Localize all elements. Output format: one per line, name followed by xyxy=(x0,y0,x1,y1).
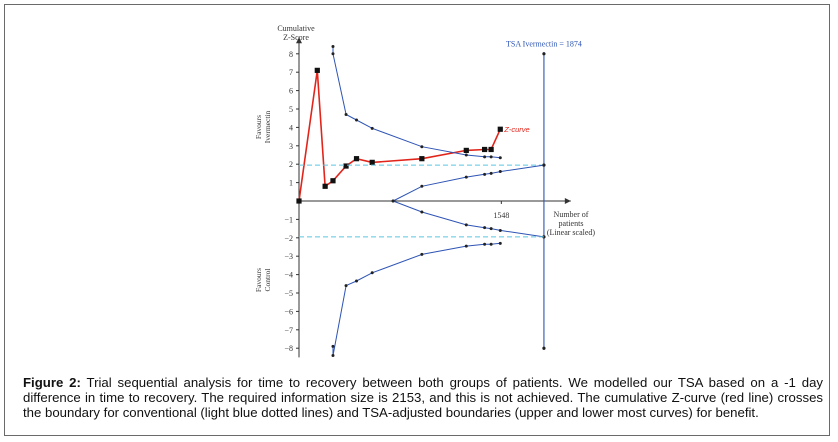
z-curve-point xyxy=(463,147,469,153)
boundary-point xyxy=(498,170,502,174)
boundary-point xyxy=(420,184,424,188)
x-axis-title-line2: patients xyxy=(559,219,584,228)
favours-ivermectin-line1: Favours xyxy=(254,115,263,139)
y-tick-label: 7 xyxy=(289,68,293,77)
z-curve-point xyxy=(343,163,349,169)
z-curve-line xyxy=(298,70,502,202)
tsa-line-point xyxy=(542,52,546,56)
tsa-boundary-line xyxy=(392,200,544,238)
y-tick-label: −8 xyxy=(284,344,293,353)
x-axis-title-line1: Number of xyxy=(554,210,589,219)
tsa-line-point xyxy=(542,346,546,350)
z-curve-point xyxy=(488,146,494,153)
z-curve-label: Z-curve xyxy=(503,125,529,134)
x-axis-arrow xyxy=(564,198,571,204)
boundary-point xyxy=(420,210,424,214)
favours-control-line1: Favours xyxy=(254,268,263,292)
x-tick: 1548 xyxy=(493,201,509,220)
boundary-point xyxy=(391,199,395,203)
boundary-point xyxy=(489,227,493,231)
boundary-point xyxy=(344,113,348,117)
boundary-point xyxy=(483,172,487,176)
y-tick-label: 5 xyxy=(289,105,293,114)
boundary-point xyxy=(464,153,468,157)
z-curve-point xyxy=(322,183,328,189)
tsa-boundary-line xyxy=(392,164,544,202)
z-curve-point xyxy=(314,67,320,73)
boundary-point xyxy=(542,235,546,239)
boundary-point xyxy=(370,126,374,130)
boundary-point xyxy=(355,118,359,122)
z-curve-point xyxy=(497,126,503,132)
tsa-boundary-line xyxy=(332,242,501,356)
x-axis-title-line3: (Linear scaled) xyxy=(547,228,596,237)
boundary-point xyxy=(498,241,502,245)
tsa-line-label: TSA Ivermectin = 1874 xyxy=(506,39,582,48)
boundary-point xyxy=(498,228,502,232)
y-tick-label: −3 xyxy=(284,252,293,261)
y-tick-label: 1 xyxy=(289,179,293,188)
favours-ivermectin-label: Favours Ivermectin xyxy=(254,111,272,144)
boundary-point xyxy=(489,171,493,175)
favours-control-label: Favours Control xyxy=(254,268,272,292)
boundary-point xyxy=(483,226,487,230)
boundary-point xyxy=(483,155,487,159)
tsa-chart: 8 7 6 5 4 3 2 1 −1 −2 −3 −4 −5 −6 −7 −8 1548 Cumulative… xyxy=(254,24,596,358)
y-tick-label: −7 xyxy=(284,326,293,335)
favours-control-line2: Control xyxy=(263,269,272,292)
y-axis-title-line1: Cumulative xyxy=(277,24,315,33)
boundary-point xyxy=(370,271,374,275)
favours-ivermectin-line2: Ivermectin xyxy=(263,111,272,144)
y-ticks: 8 7 6 5 4 3 2 1 −1 −2 −3 −4 −5 −6 −7 −8 xyxy=(284,50,299,353)
boundary-point xyxy=(483,242,487,246)
boundary-point xyxy=(420,252,424,256)
y-axis-title-line2: Z-Score xyxy=(283,33,309,42)
z-curve-point xyxy=(330,178,336,184)
caption-label: Figure 2: xyxy=(23,375,81,390)
y-tick-label: −2 xyxy=(284,234,293,243)
y-tick-label: 4 xyxy=(289,123,293,132)
boundary-point xyxy=(331,354,335,358)
y-tick-label: 2 xyxy=(289,160,293,169)
boundary-point xyxy=(331,52,335,56)
x-tick-label: 1548 xyxy=(493,211,509,220)
y-tick-label: 3 xyxy=(289,142,293,151)
z-curve-point xyxy=(369,159,375,165)
boundary-point xyxy=(464,244,468,248)
tsa-boundary-line xyxy=(332,46,501,159)
z-curve-point xyxy=(419,156,425,162)
y-tick-label: −1 xyxy=(284,215,293,224)
caption-text: Trial sequential analysis for time to re… xyxy=(23,375,823,420)
boundary-point xyxy=(489,155,493,159)
series-layer xyxy=(296,44,546,358)
y-axis-arrow xyxy=(296,37,302,44)
z-curve-point xyxy=(353,156,360,162)
boundary-point xyxy=(464,175,468,179)
boundary-point xyxy=(331,44,335,48)
y-tick-label: 8 xyxy=(289,50,293,59)
boundary-point xyxy=(489,242,493,246)
y-tick-label: −5 xyxy=(284,289,293,298)
figure-caption: Figure 2: Trial sequential analysis for … xyxy=(23,375,823,420)
boundary-point xyxy=(355,279,359,283)
boundary-point xyxy=(542,163,546,167)
y-tick-label: 6 xyxy=(289,87,293,96)
y-tick-label: −4 xyxy=(284,271,293,280)
boundary-point xyxy=(464,223,468,227)
boundary-point xyxy=(498,156,502,160)
boundary-point xyxy=(344,284,348,288)
z-curve-point xyxy=(481,146,488,153)
boundary-point xyxy=(420,145,424,149)
y-tick-label: −6 xyxy=(284,307,293,316)
z-curve-point xyxy=(296,198,302,204)
figure-frame: 8 7 6 5 4 3 2 1 −1 −2 −3 −4 −5 −6 −7 −8 1548 Cumulative… xyxy=(4,4,830,436)
boundary-point xyxy=(331,344,335,348)
